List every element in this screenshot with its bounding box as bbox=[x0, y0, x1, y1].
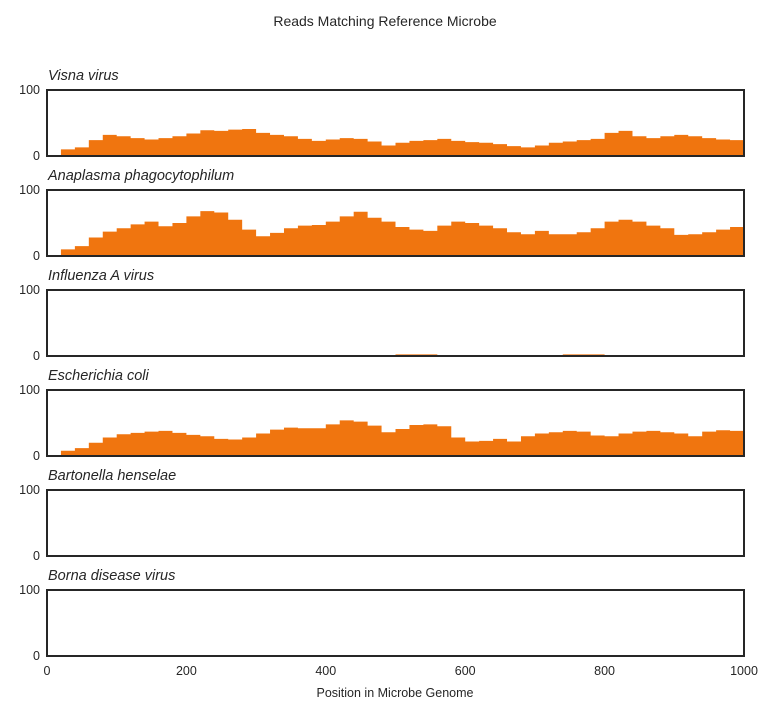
y-tick-label: 100 bbox=[19, 283, 40, 297]
y-tick-label: 100 bbox=[19, 583, 40, 597]
y-tick-label: 0 bbox=[33, 649, 40, 663]
panel: Visna virus 0 100 bbox=[19, 68, 745, 163]
y-tick-label: 0 bbox=[33, 249, 40, 263]
chart-title: Reads Matching Reference Microbe bbox=[273, 13, 497, 29]
x-tick-label: 600 bbox=[455, 664, 476, 678]
series-name: Anaplasma phagocytophilum bbox=[47, 168, 234, 184]
x-tick-label: 1000 bbox=[730, 664, 758, 678]
x-tick-label: 400 bbox=[315, 664, 336, 678]
panel: Escherichia coli 0 100 bbox=[19, 368, 745, 463]
series-name: Borna disease virus bbox=[48, 568, 175, 584]
y-tick-label: 0 bbox=[33, 549, 40, 563]
x-tick-label: 800 bbox=[594, 664, 615, 678]
panel: Anaplasma phagocytophilum 0 100 bbox=[19, 168, 745, 263]
axes-frame bbox=[46, 289, 745, 357]
panel: Borna disease virus 0 100 bbox=[19, 568, 745, 663]
y-tick-label: 0 bbox=[33, 349, 40, 363]
y-tick-label: 0 bbox=[33, 449, 40, 463]
coverage-area bbox=[47, 211, 744, 256]
y-tick-label: 100 bbox=[19, 483, 40, 497]
y-tick-label: 100 bbox=[19, 183, 40, 197]
axes-frame bbox=[46, 589, 745, 657]
y-tick-label: 100 bbox=[19, 83, 40, 97]
axes-frame bbox=[46, 89, 745, 157]
series-name: Visna virus bbox=[48, 68, 119, 84]
coverage-area bbox=[47, 420, 744, 456]
coverage-area bbox=[47, 128, 744, 156]
panel: Influenza A virus 0 100 bbox=[19, 268, 745, 363]
x-axis-label: Position in Microbe Genome bbox=[316, 686, 473, 700]
y-tick-label: 100 bbox=[19, 383, 40, 397]
x-tick-label: 0 bbox=[44, 664, 51, 678]
x-tick-label: 200 bbox=[176, 664, 197, 678]
y-tick-label: 0 bbox=[33, 149, 40, 163]
axes-frame bbox=[46, 489, 745, 557]
axes-frame bbox=[46, 389, 745, 457]
panel: Bartonella henselae 0 100 bbox=[19, 468, 745, 563]
series-name: Bartonella henselae bbox=[48, 468, 176, 484]
series-name: Influenza A virus bbox=[48, 268, 154, 284]
x-axis: 0 200 400 600 800 1000 bbox=[44, 664, 758, 678]
series-name: Escherichia coli bbox=[48, 368, 150, 384]
axes-frame bbox=[46, 189, 745, 257]
